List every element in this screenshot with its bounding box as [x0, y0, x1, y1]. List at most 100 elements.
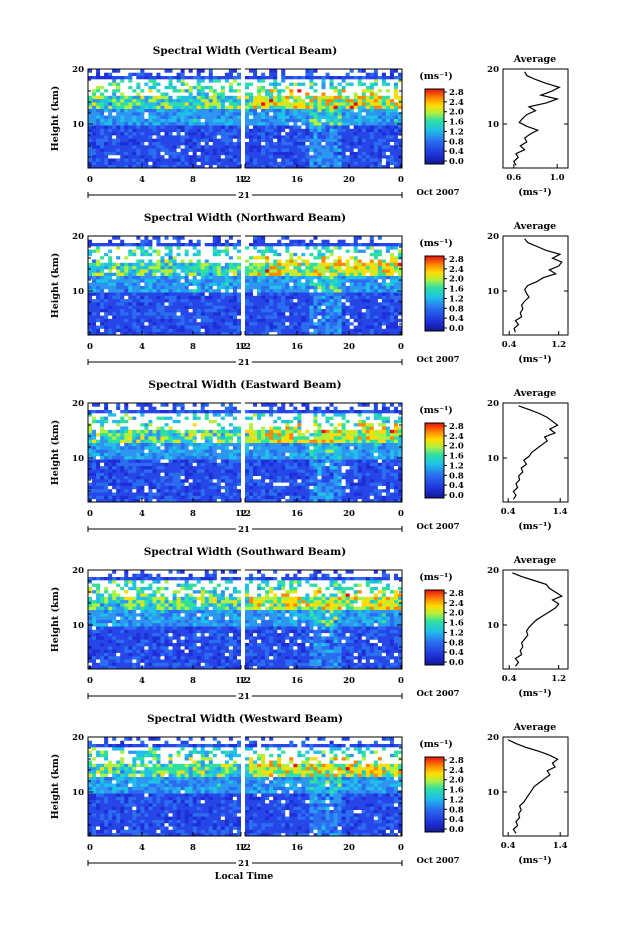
heatmap-cell — [160, 236, 165, 240]
heatmap-cell — [245, 492, 250, 496]
heatmap-cell — [196, 138, 202, 142]
heatmap-cell — [172, 265, 177, 270]
heatmap-cell — [309, 72, 314, 76]
heatmap-cell — [353, 278, 359, 283]
heatmap-cell — [269, 249, 274, 253]
heatmap-cell — [329, 275, 334, 280]
heatmap-cell — [100, 108, 105, 113]
heatmap-cell — [180, 331, 186, 336]
heatmap-cell — [365, 128, 371, 133]
heatmap-cell — [204, 282, 210, 286]
heatmap-cell — [261, 138, 266, 142]
avg-x-tick-label: 0.6 — [506, 173, 521, 183]
heatmap-cell — [176, 108, 181, 113]
heatmap-cell — [112, 158, 117, 162]
heatmap-cell — [325, 75, 330, 80]
heatmap-cell — [152, 292, 157, 296]
heatmap-cell — [140, 275, 145, 280]
heatmap-cell — [208, 161, 214, 166]
heatmap-cell — [168, 302, 173, 306]
heatmap-cell — [397, 302, 403, 306]
heatmap-cell — [104, 305, 109, 309]
heatmap-cell — [160, 295, 165, 300]
heatmap-cell — [309, 245, 314, 250]
heatmap-cell — [381, 85, 387, 90]
heatmap-cell — [196, 245, 202, 250]
heatmap-cell — [293, 288, 298, 293]
heatmap-cell — [325, 82, 330, 86]
heatmap-cell — [369, 125, 375, 129]
heatmap-cell — [357, 128, 363, 133]
heatmap-cell — [232, 78, 238, 83]
heatmap-cell — [192, 95, 198, 100]
heatmap-cell — [224, 288, 230, 293]
heatmap-cell — [200, 125, 206, 129]
heatmap-cell — [104, 239, 109, 243]
heatmap-cell — [164, 259, 169, 263]
heatmap-cell — [313, 245, 318, 250]
heatmap-cell — [212, 82, 218, 86]
heatmap-cell — [337, 236, 343, 240]
heatmap-cell — [148, 128, 153, 133]
heatmap-cell — [377, 108, 383, 113]
heatmap-cell — [128, 298, 133, 303]
heatmap-cell — [228, 498, 234, 503]
heatmap-cell — [192, 131, 198, 136]
heatmap-cell — [257, 151, 262, 156]
heatmap-cell — [128, 278, 133, 283]
heatmap-cell — [192, 321, 198, 326]
heatmap-cell — [108, 95, 113, 100]
heatmap-cell — [357, 105, 363, 109]
heatmap-cell — [128, 318, 133, 323]
heatmap-cell — [285, 255, 290, 260]
heatmap-cell — [128, 85, 133, 90]
heatmap-cell — [337, 259, 343, 263]
heatmap-cell — [184, 262, 190, 267]
heatmap-cell — [361, 242, 367, 247]
heatmap-cell — [124, 269, 129, 273]
heatmap-cell — [273, 135, 278, 139]
heatmap-cell — [156, 302, 161, 306]
heatmap-cell — [236, 236, 242, 240]
heatmap-cell — [321, 288, 326, 293]
heatmap-cell — [140, 75, 145, 80]
heatmap-cell — [168, 141, 173, 146]
heatmap-cell — [289, 295, 294, 300]
heatmap-cell — [333, 95, 338, 100]
heatmap-cell — [245, 135, 250, 139]
x-tick-label: 12 — [239, 175, 251, 185]
heatmap-cell — [281, 121, 286, 126]
heatmap-cell — [321, 275, 326, 280]
heatmap-cell — [325, 131, 330, 136]
heatmap-cell — [357, 78, 363, 83]
heatmap-cell — [224, 154, 230, 159]
heatmap-cell — [180, 285, 186, 290]
heatmap-cell — [341, 115, 347, 119]
heatmap-cell — [188, 78, 194, 83]
heatmap-cell — [96, 492, 101, 496]
heatmap-cell — [337, 278, 343, 283]
heatmap-cell — [257, 308, 262, 313]
heatmap-cell — [277, 115, 282, 119]
heatmap-cell — [176, 95, 181, 100]
heatmap-cell — [281, 498, 286, 503]
heatmap-cell — [204, 275, 210, 280]
heatmap-cell — [144, 158, 149, 162]
heatmap-cell — [120, 325, 125, 329]
heatmap-cell — [261, 118, 266, 123]
heatmap-cell — [104, 318, 109, 323]
heatmap-cell — [96, 164, 101, 169]
heatmap-cell — [333, 282, 338, 286]
heatmap-cell — [188, 308, 194, 313]
heatmap-cell — [196, 311, 202, 316]
heatmap-cell — [132, 144, 137, 149]
heatmap-cell — [152, 252, 157, 257]
heatmap-cell — [377, 325, 383, 329]
heatmap-cell — [309, 292, 314, 296]
heatmap-cell — [257, 85, 262, 90]
heatmap-cell — [112, 269, 117, 273]
heatmap-cell — [373, 72, 379, 76]
heatmap-cell — [204, 98, 210, 103]
heatmap-cell — [249, 302, 254, 306]
heatmap-cell — [297, 158, 302, 162]
